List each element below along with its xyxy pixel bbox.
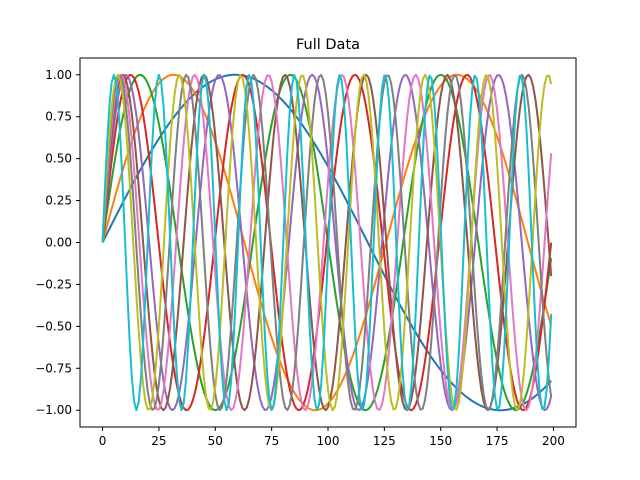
y-tick-label: −1.00 bbox=[35, 403, 72, 417]
y-tick-label: 0.25 bbox=[45, 194, 72, 208]
series-layer bbox=[101, 73, 553, 412]
series-line-9 bbox=[101, 73, 553, 412]
x-tick-label: 0 bbox=[99, 434, 107, 448]
x-tick-label: 75 bbox=[264, 434, 279, 448]
series-line-5 bbox=[101, 73, 553, 412]
x-tick-label: 150 bbox=[429, 434, 452, 448]
x-tick-label: 25 bbox=[151, 434, 166, 448]
x-tick-label: 50 bbox=[208, 434, 223, 448]
y-tick-label: −0.50 bbox=[35, 319, 72, 333]
x-tick-label: 125 bbox=[373, 434, 396, 448]
series-line-10 bbox=[101, 73, 553, 412]
series-line-2 bbox=[101, 73, 553, 412]
y-tick-label: 1.00 bbox=[45, 68, 72, 82]
axes-layer: 0 25 50 75 100 125 150 175 200 −1.00 −0.75 −0.50 −0.… bbox=[35, 57, 577, 448]
x-tick-label: 175 bbox=[486, 434, 509, 448]
series-line-8 bbox=[101, 73, 553, 412]
x-tick-label: 100 bbox=[317, 434, 340, 448]
y-tick-label: 0.50 bbox=[45, 152, 72, 166]
chart-title: Full Data bbox=[296, 37, 360, 53]
series-line-1 bbox=[101, 73, 552, 412]
x-tick-label: 200 bbox=[542, 434, 565, 448]
y-tick-label: −0.25 bbox=[35, 277, 72, 291]
y-tick-label: 0.00 bbox=[45, 236, 72, 250]
series-line-6 bbox=[101, 73, 553, 412]
y-tick-label: −0.75 bbox=[35, 361, 72, 375]
y-tick-label: 0.75 bbox=[45, 110, 72, 124]
